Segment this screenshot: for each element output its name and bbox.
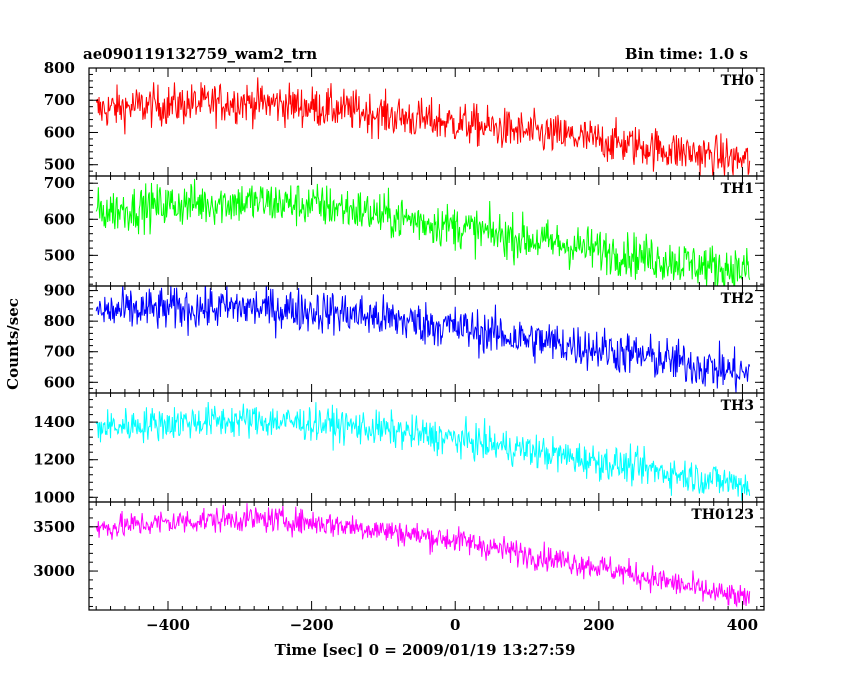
y-tick-label: 600 <box>44 123 75 141</box>
y-tick-label: 800 <box>44 312 75 330</box>
y-axis-label: Counts/sec <box>4 298 22 390</box>
bin-time-label: Bin time: 1.0 s <box>625 45 748 63</box>
y-tick-label: 3500 <box>33 518 75 536</box>
x-tick-label: 0 <box>450 616 460 634</box>
y-tick-label: 1400 <box>33 413 75 431</box>
x-tick-label: 200 <box>583 616 614 634</box>
y-tick-label: 700 <box>44 343 75 361</box>
y-tick-label: 3000 <box>33 562 75 580</box>
y-tick-label: 900 <box>44 282 75 300</box>
y-tick-label: 700 <box>44 174 75 192</box>
x-tick-label: 400 <box>727 616 758 634</box>
panel-th0123: 3000 3500 TH0123 <box>33 501 765 611</box>
panel-label-th2: TH2 <box>721 291 754 307</box>
series-line-th2 <box>95 286 751 393</box>
panel-th1: 500 600 700 TH1 <box>44 174 765 287</box>
panel-frame <box>88 285 765 394</box>
y-tick-label: 1200 <box>33 451 75 469</box>
panel-label-th0123: TH0123 <box>691 507 754 523</box>
y-tick-label: 500 <box>44 246 75 264</box>
y-tick-label: 800 <box>44 59 75 77</box>
y-tick-label: 500 <box>44 156 75 174</box>
x-tick-label: −200 <box>290 616 334 634</box>
y-tick-label: 600 <box>44 373 75 391</box>
y-tick-label: 600 <box>44 210 75 228</box>
panel-label-th1: TH1 <box>721 181 754 197</box>
panel-th0: 500 600 700 800 TH0 <box>44 59 765 177</box>
series-line-th0123 <box>95 503 751 608</box>
chart-title: ae090119132759_wam2_trn <box>83 45 317 63</box>
x-tick-label: −400 <box>146 616 190 634</box>
panel-frame <box>88 392 765 503</box>
plot-layer: 500 600 700 800 TH0 500 600 700 TH1 600 700 800 900 T… <box>33 59 765 634</box>
series-line-th3 <box>95 401 751 501</box>
series-line-th0 <box>95 77 751 176</box>
panel-frame <box>88 501 765 611</box>
y-tick-label: 700 <box>44 91 75 109</box>
panel-label-th0: TH0 <box>721 73 755 89</box>
panel-th3: 1000 1200 1400 TH3 <box>33 392 765 506</box>
panel-label-th3: TH3 <box>721 398 754 414</box>
x-axis-label: Time [sec] 0 = 2009/01/19 13:27:59 <box>275 641 576 659</box>
panel-th2: 600 700 800 900 TH2 <box>44 282 765 394</box>
series-line-th1 <box>95 178 751 286</box>
y-tick-label: 1000 <box>33 488 75 506</box>
